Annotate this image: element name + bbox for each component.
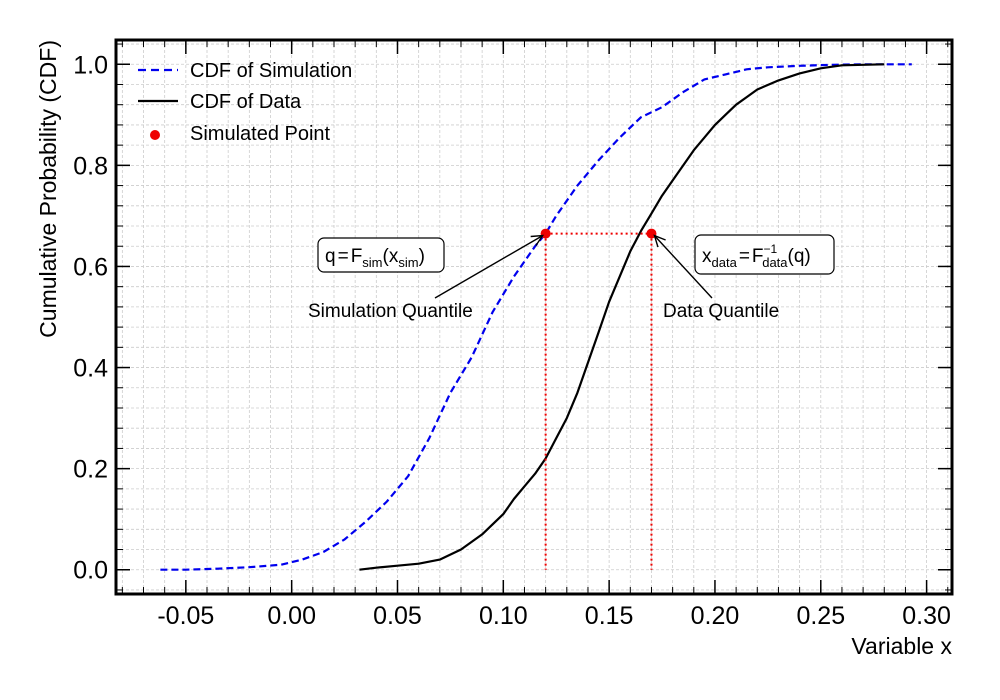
y-tick-label: 0.0: [73, 557, 108, 585]
formula-box-data-frame: [694, 234, 835, 275]
x-axis-label: Variable x: [851, 633, 952, 659]
series-simulation-cdf: [160, 63, 912, 571]
y-axis-label: Cumulative Probability (CDF): [35, 40, 61, 338]
y-tick-label: 0.2: [73, 456, 108, 484]
plot-frame: [114, 38, 954, 596]
x-tick-label: 0.05: [373, 602, 422, 630]
quantile-guides: [544, 232, 653, 570]
axis-ticks: [116, 40, 952, 594]
x-tick-label: 0.30: [902, 602, 951, 630]
y-tick-label: 0.4: [73, 355, 108, 383]
x-tick-label: 0.20: [691, 602, 740, 630]
arrow-data-quantile-head: [653, 234, 666, 248]
x-tick-label: 0.15: [585, 602, 634, 630]
series-data-cdf: [359, 63, 885, 571]
tick-labels: -0.05 0.00 0.05 0.10 0.15 0.20 0.25 0.30 0.0 0.2 0…: [73, 51, 951, 630]
y-tick-label: 1.0: [73, 51, 108, 79]
formula-simulation-text: q = Fsim(xsim): [325, 246, 425, 270]
y-tick-label: 0.6: [73, 253, 108, 281]
formula-box-simulation-frame: [317, 237, 445, 273]
formula-box-data: xdata = F−1 data(q): [694, 234, 835, 275]
grid-layer: [116, 40, 952, 594]
legend-marker-point: [150, 130, 160, 140]
x-tick-label: 0.25: [796, 602, 845, 630]
legend-label-simulation: CDF of Simulation: [190, 60, 352, 82]
arrow-data-quantile: [653, 235, 713, 299]
legend: CDF of Simulation CDF of Data Simulated …: [138, 60, 352, 145]
simulation-quantile-label: Simulation Quantile: [308, 301, 473, 322]
data-quantile-label: Data Quantile: [663, 301, 779, 322]
legend-label-data: CDF of Data: [190, 91, 302, 113]
series-layer: [160, 63, 912, 571]
arrow-simulation-quantile: [434, 234, 543, 299]
x-tick-label: -0.05: [157, 602, 214, 630]
legend-label-point: Simulated Point: [190, 123, 331, 145]
arrow-simulation-quantile-head: [530, 234, 545, 246]
x-tick-label: 0.00: [267, 602, 316, 630]
formula-box-simulation: q = Fsim(xsim): [317, 237, 445, 273]
y-tick-label: 0.8: [73, 152, 108, 180]
x-tick-label: 0.10: [479, 602, 528, 630]
annotation-arrows: [434, 234, 713, 299]
formula-data-text: xdata = F−1 data(q): [702, 242, 811, 270]
